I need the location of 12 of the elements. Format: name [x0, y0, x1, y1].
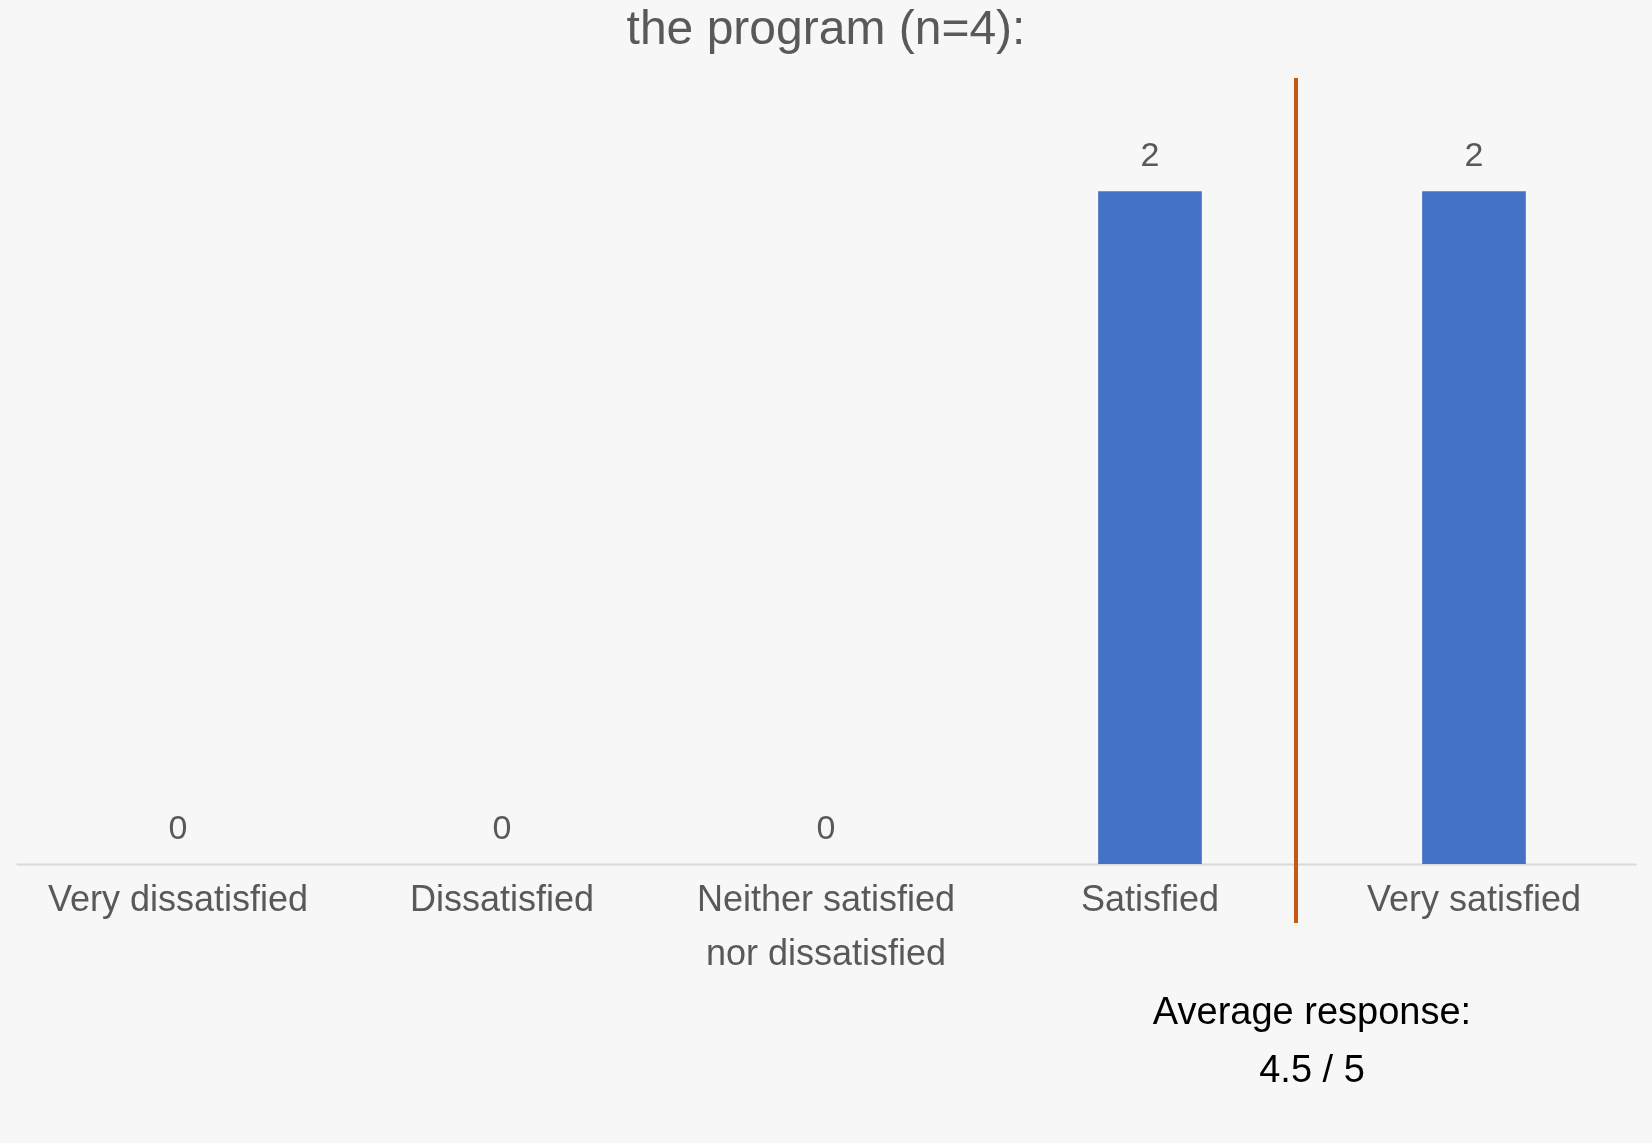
x-tick-label: Dissatisfied: [409, 877, 595, 919]
data-label: 0: [492, 808, 512, 846]
x-tick-label: Neither satisfied nor dissatisfied: [696, 877, 956, 973]
data-label: 0: [168, 808, 188, 846]
x-tick-label: Very satisfied: [1366, 877, 1582, 919]
data-label: 0: [816, 808, 836, 846]
data-label: 2: [1140, 135, 1160, 174]
x-tick-label: Very dissatisfied: [47, 877, 309, 919]
x-tick-label: Satisfied: [1080, 877, 1220, 919]
data-label: 2: [1464, 135, 1484, 174]
text: Average response: 4.5 / 5: [1152, 990, 1472, 1090]
chart-title: the program (n=4):: [626, 1, 1026, 54]
